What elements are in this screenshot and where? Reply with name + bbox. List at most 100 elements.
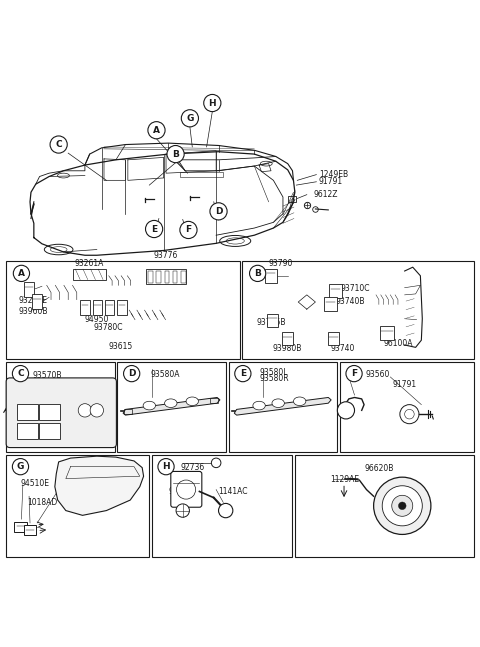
Bar <box>146 269 186 285</box>
Bar <box>288 195 296 202</box>
Text: 93580R: 93580R <box>260 373 289 382</box>
Text: 93570B: 93570B <box>33 371 62 380</box>
Text: 93580A: 93580A <box>151 370 180 379</box>
Circle shape <box>180 221 197 239</box>
Text: 1129AE: 1129AE <box>331 475 360 484</box>
Text: 92736: 92736 <box>180 463 204 472</box>
Text: 93560: 93560 <box>366 370 390 379</box>
Text: 93980B: 93980B <box>273 344 302 353</box>
Bar <box>38 404 60 420</box>
Bar <box>6 455 149 557</box>
Bar <box>38 423 60 439</box>
Text: 96620B: 96620B <box>364 465 394 474</box>
FancyBboxPatch shape <box>171 472 202 507</box>
Circle shape <box>158 459 174 475</box>
Text: 91791: 91791 <box>392 380 416 389</box>
Text: 94950: 94950 <box>85 315 109 324</box>
Text: 93615: 93615 <box>108 342 133 351</box>
Text: 93780C: 93780C <box>93 324 122 333</box>
Text: 1018AD: 1018AD <box>28 498 58 507</box>
Text: 93790: 93790 <box>269 259 293 268</box>
Circle shape <box>400 404 419 424</box>
Circle shape <box>176 504 190 517</box>
Circle shape <box>235 366 251 382</box>
Text: 94510E: 94510E <box>21 479 49 488</box>
Bar <box>152 455 292 557</box>
Ellipse shape <box>165 399 177 408</box>
Circle shape <box>382 486 422 526</box>
Polygon shape <box>55 456 144 516</box>
Text: 93580L: 93580L <box>260 368 288 377</box>
Text: 93710C: 93710C <box>340 283 370 292</box>
Bar <box>228 362 337 452</box>
Circle shape <box>346 366 362 382</box>
Circle shape <box>398 502 406 510</box>
Text: 9612Z: 9612Z <box>314 190 338 199</box>
Circle shape <box>204 94 221 112</box>
Text: 93880E: 93880E <box>168 487 197 496</box>
Bar <box>93 300 102 315</box>
Text: 93261A: 93261A <box>75 259 104 268</box>
Bar <box>181 270 186 283</box>
Circle shape <box>145 221 163 237</box>
Bar <box>165 270 169 283</box>
Text: A: A <box>153 126 160 135</box>
Circle shape <box>211 458 221 468</box>
Polygon shape <box>123 397 220 415</box>
Circle shape <box>148 122 165 139</box>
Text: 1249EB: 1249EB <box>319 170 348 179</box>
Circle shape <box>123 366 140 382</box>
Bar <box>210 398 217 402</box>
Ellipse shape <box>186 397 199 406</box>
Bar <box>340 362 474 452</box>
Text: H: H <box>162 462 170 471</box>
Text: E: E <box>240 369 246 378</box>
Bar <box>148 270 153 283</box>
Circle shape <box>392 496 413 516</box>
Bar <box>282 332 293 345</box>
Text: B: B <box>172 149 179 159</box>
Circle shape <box>13 265 30 281</box>
Circle shape <box>218 503 233 518</box>
Bar <box>117 300 127 315</box>
Ellipse shape <box>143 401 156 410</box>
Text: 1141AC: 1141AC <box>218 487 248 496</box>
Text: 93740B: 93740B <box>336 296 365 305</box>
Text: C: C <box>17 369 24 378</box>
Circle shape <box>250 265 266 281</box>
Text: 93260E: 93260E <box>18 296 47 305</box>
Text: E: E <box>151 225 157 234</box>
Bar <box>295 455 474 557</box>
Bar <box>14 521 27 532</box>
Text: 93745B: 93745B <box>257 318 286 327</box>
Text: 93776: 93776 <box>154 250 178 259</box>
Text: 1249EB: 1249EB <box>56 487 85 496</box>
Circle shape <box>90 404 104 417</box>
Text: F: F <box>351 369 357 378</box>
Circle shape <box>373 477 431 534</box>
Bar <box>242 261 474 359</box>
Bar <box>328 332 339 345</box>
Text: F: F <box>185 225 192 234</box>
Text: 93740: 93740 <box>331 344 355 353</box>
Bar <box>267 314 278 327</box>
Bar <box>80 300 90 315</box>
Circle shape <box>12 459 29 475</box>
Bar <box>180 171 223 177</box>
Polygon shape <box>234 397 331 415</box>
Bar <box>73 269 107 280</box>
Bar <box>124 409 132 413</box>
Bar <box>105 300 115 315</box>
Bar <box>24 525 36 535</box>
Bar <box>173 270 178 283</box>
Circle shape <box>12 366 29 382</box>
Circle shape <box>337 402 355 419</box>
Circle shape <box>167 146 184 162</box>
Bar <box>117 362 226 452</box>
Circle shape <box>78 404 92 417</box>
Circle shape <box>50 136 67 153</box>
Text: D: D <box>215 207 222 216</box>
Text: B: B <box>254 269 261 278</box>
Circle shape <box>210 203 227 220</box>
Text: D: D <box>128 369 135 378</box>
